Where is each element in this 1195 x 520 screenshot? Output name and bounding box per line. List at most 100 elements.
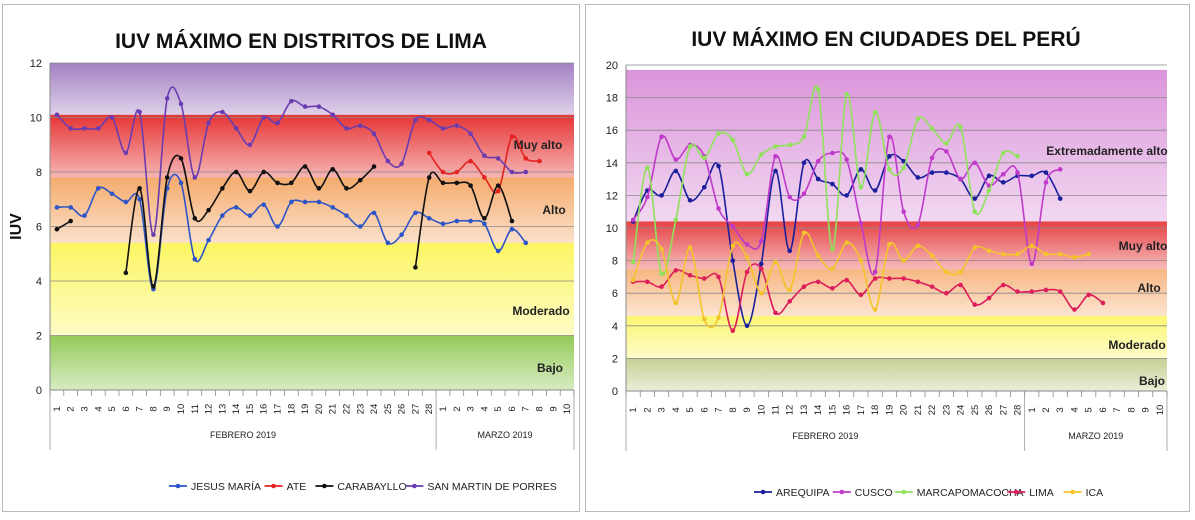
- data-point: [509, 134, 515, 139]
- data-point: [858, 167, 864, 172]
- data-point: [687, 197, 693, 203]
- risk-band-muy-alto: [626, 221, 1167, 269]
- data-point: [872, 269, 878, 275]
- data-point: [482, 221, 487, 227]
- data-point: [887, 242, 892, 247]
- x-tick-label: 3: [466, 406, 477, 411]
- chart-peru-cities: IUV MÁXIMO EN CIUDADES DEL PERÚ024681012…: [606, 27, 1168, 499]
- data-point: [1029, 243, 1035, 249]
- x-tick-label: 20: [899, 405, 910, 416]
- data-point: [275, 224, 280, 229]
- data-point: [454, 169, 460, 175]
- data-point: [330, 205, 335, 210]
- data-point: [54, 205, 60, 210]
- data-point: [1000, 251, 1006, 257]
- legend-item-cusco: CUSCO: [832, 487, 893, 499]
- data-point: [844, 157, 849, 162]
- data-point: [206, 207, 211, 213]
- x-tick-label: 9: [162, 406, 173, 411]
- data-point: [1072, 255, 1077, 260]
- data-point: [192, 216, 198, 221]
- data-point: [385, 158, 391, 164]
- data-point: [1000, 282, 1006, 288]
- x-tick-label: 9: [742, 407, 753, 412]
- data-point: [858, 292, 864, 298]
- data-point: [233, 205, 239, 210]
- data-point: [302, 104, 308, 109]
- series-carabayllo: [54, 154, 515, 289]
- data-point: [537, 158, 542, 164]
- chart-title: IUV MÁXIMO EN CIUDADES DEL PERÚ: [691, 27, 1080, 51]
- x-tick-label: 7: [1112, 407, 1123, 412]
- x-tick-label: 7: [714, 407, 725, 412]
- x-tick-label: 10: [756, 405, 767, 416]
- data-point: [901, 258, 906, 263]
- data-point: [509, 218, 515, 224]
- data-point: [645, 194, 650, 200]
- x-tick-label: 8: [1126, 407, 1137, 412]
- data-point: [316, 104, 322, 109]
- data-point: [659, 271, 664, 276]
- data-point: [1043, 180, 1049, 185]
- band-label-muy-alto: Muy alto: [514, 138, 563, 152]
- data-point: [986, 295, 992, 301]
- data-point: [773, 168, 778, 174]
- data-point: [495, 188, 501, 194]
- band-label-muy-alto: Muy alto: [1119, 239, 1168, 253]
- x-tick-label: 5: [107, 406, 118, 411]
- data-point: [944, 149, 949, 154]
- band-label-alto: Alto: [1137, 281, 1160, 295]
- data-point: [440, 126, 446, 131]
- x-tick-label: 12: [785, 405, 796, 416]
- data-point: [958, 269, 963, 275]
- data-point: [844, 277, 849, 283]
- data-point: [399, 161, 404, 167]
- data-point: [673, 300, 679, 306]
- data-point: [1057, 289, 1063, 294]
- legend-label: MARCAPOMACOCHA: [917, 487, 1024, 499]
- data-point: [316, 199, 322, 205]
- risk-band-bajo: [50, 335, 574, 390]
- data-point: [95, 126, 101, 131]
- legend-marker: [760, 489, 766, 495]
- x-tick-label: 16: [259, 404, 270, 415]
- data-point: [830, 150, 835, 156]
- legend-marker: [271, 483, 276, 489]
- chart-panel-lima-districts: IUV MÁXIMO EN DISTRITOS DE LIMA 0 2 4 6 8 10 12…: [2, 4, 580, 512]
- data-point: [233, 126, 239, 131]
- data-point: [830, 246, 835, 252]
- data-point: [468, 218, 473, 224]
- data-point: [344, 126, 349, 131]
- data-point: [958, 282, 963, 288]
- data-point: [426, 216, 432, 221]
- data-point: [109, 115, 115, 120]
- data-point: [630, 259, 636, 265]
- x-tick-label: 13: [799, 405, 810, 416]
- x-tick-label: 3: [1055, 407, 1066, 412]
- band-label-extremadamente-alto: Extremadamente alto: [1046, 144, 1167, 158]
- data-point: [830, 266, 835, 272]
- data-point: [872, 307, 878, 312]
- x-tick-label: 1: [1027, 407, 1038, 412]
- data-point: [972, 209, 978, 214]
- data-point: [468, 183, 473, 188]
- y-tick-label: 12: [606, 190, 618, 202]
- data-point: [630, 217, 636, 223]
- data-point: [801, 284, 807, 289]
- x-tick-label: 28: [424, 404, 435, 415]
- data-point: [915, 279, 921, 285]
- x-group-label: MARZO 2019: [478, 430, 533, 440]
- band-label-moderado: Moderado: [512, 304, 569, 318]
- x-tick-label: 8: [535, 406, 546, 411]
- data-point: [758, 261, 764, 267]
- data-point: [220, 213, 225, 218]
- data-point: [702, 316, 707, 322]
- data-point: [206, 120, 211, 126]
- data-point: [1043, 251, 1049, 257]
- data-point: [413, 210, 418, 216]
- data-point: [482, 153, 487, 158]
- legend-marker: [175, 483, 181, 489]
- legend-label: CUSCO: [855, 487, 893, 499]
- data-point: [1015, 289, 1020, 294]
- data-point: [357, 177, 363, 183]
